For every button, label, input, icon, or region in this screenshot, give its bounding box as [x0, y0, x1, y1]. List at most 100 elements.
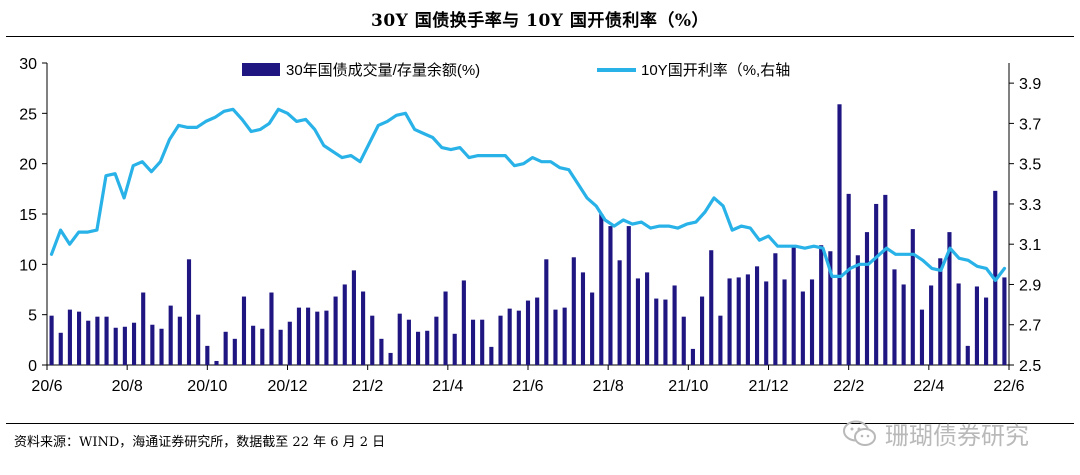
bar	[672, 285, 677, 365]
bar	[278, 329, 283, 365]
bar	[874, 203, 879, 365]
bar	[498, 315, 503, 365]
x-tick-label: 20/6	[31, 378, 62, 395]
bar	[150, 324, 155, 365]
left-tick-label: 30	[19, 56, 37, 73]
bar	[406, 319, 411, 365]
bar	[86, 320, 91, 365]
bar	[938, 258, 943, 365]
x-tick-label: 22/2	[833, 378, 864, 395]
bar	[361, 291, 366, 365]
bar	[452, 333, 457, 365]
bar	[919, 309, 925, 365]
right-tick-label: 3.5	[1019, 157, 1041, 174]
bar	[974, 286, 979, 365]
bar	[315, 311, 320, 365]
bar	[700, 296, 705, 365]
legend-line-label: 10Y国开利率（%,右轴	[641, 62, 790, 79]
right-tick-label: 3.7	[1019, 116, 1041, 133]
bar	[168, 305, 173, 365]
bar	[306, 307, 311, 365]
left-tick-label: 25	[19, 106, 37, 123]
bar	[819, 245, 824, 365]
bar	[846, 193, 851, 365]
bar	[196, 314, 201, 365]
bar	[709, 250, 714, 365]
bar	[690, 348, 695, 365]
right-tick-label: 3.9	[1019, 76, 1041, 93]
bar	[296, 307, 302, 365]
rate-line	[49, 107, 1007, 282]
bar	[828, 251, 833, 365]
bar	[608, 226, 613, 365]
bar	[535, 297, 540, 365]
right-tick-label: 2.7	[1019, 318, 1041, 335]
x-tick-label: 21/6	[512, 378, 543, 395]
bar	[654, 298, 659, 365]
x-tick-label: 20/8	[112, 378, 143, 395]
watermark-text: 珊瑚债券研究	[885, 422, 1029, 450]
bar	[333, 296, 338, 365]
bar	[736, 277, 741, 365]
bar	[489, 346, 494, 365]
bar	[186, 259, 192, 365]
chart-title: 30Y 国债换手率与 10Y 国开债利率（%）	[371, 11, 709, 31]
bar	[516, 310, 521, 365]
bar-series	[49, 104, 1007, 366]
bar	[379, 338, 384, 365]
bar	[223, 331, 228, 365]
bar	[480, 319, 485, 365]
left-tick-label: 15	[19, 207, 37, 224]
bar	[415, 331, 421, 365]
source-note: 资料来源：WIND，海通证券研究所，数据截至 22 年 6 月 2 日	[14, 435, 386, 450]
x-tick-label: 21/10	[668, 378, 708, 395]
bar	[745, 274, 750, 365]
bar	[67, 309, 72, 365]
x-tick-label: 21/4	[432, 378, 463, 395]
bar	[461, 280, 466, 365]
x-tick-label: 21/2	[352, 378, 383, 395]
bar	[681, 316, 686, 365]
right-tick-label: 3.3	[1019, 197, 1041, 214]
right-tick-label: 3.1	[1019, 237, 1041, 254]
bar	[663, 299, 668, 365]
bar	[1002, 277, 1007, 365]
bar	[241, 296, 247, 365]
bar	[645, 272, 650, 365]
bar	[260, 328, 265, 365]
bar	[525, 300, 531, 365]
bar	[855, 255, 860, 365]
bar	[910, 229, 915, 365]
bar	[580, 272, 586, 365]
right-tick-label: 2.5	[1019, 358, 1041, 375]
right-tick-label: 2.9	[1019, 277, 1041, 294]
bar	[269, 292, 274, 365]
x-tick-label: 22/6	[993, 378, 1024, 395]
bar	[809, 279, 815, 365]
bar	[984, 297, 989, 365]
bar	[562, 307, 567, 365]
x-tick-label: 20/10	[187, 378, 227, 395]
bar	[205, 345, 210, 365]
bar	[95, 316, 100, 365]
bar	[131, 322, 137, 365]
bar	[388, 352, 393, 365]
bar	[544, 259, 549, 365]
bar	[718, 315, 723, 365]
bar	[425, 330, 430, 365]
left-tick-label: 10	[19, 257, 37, 274]
bar	[864, 232, 870, 365]
x-tick-label: 21/12	[748, 378, 788, 395]
left-tick-label: 5	[28, 308, 37, 325]
bar	[104, 316, 109, 365]
chart-canvas: 30年国债成交量/存量余额(%) 10Y国开利率（%,右轴 0 5 10 15 20 25…	[19, 56, 1041, 395]
bar	[553, 309, 558, 365]
bar	[901, 284, 906, 365]
legend: 30年国债成交量/存量余额(%) 10Y国开利率（%,右轴	[242, 61, 790, 79]
bar	[929, 285, 934, 365]
watermark: 珊瑚债券研究	[843, 416, 1029, 451]
legend-bar-swatch	[242, 63, 280, 76]
bar	[141, 292, 146, 365]
bar	[507, 308, 512, 365]
left-tick-label: 20	[19, 157, 37, 174]
